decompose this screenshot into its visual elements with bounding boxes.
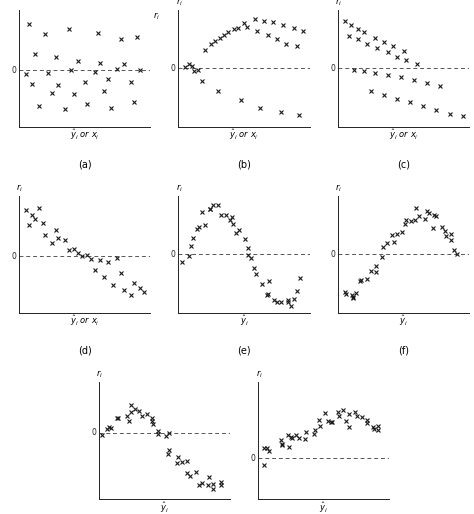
Text: $r_i$: $r_i$ [176,182,183,194]
Text: 0: 0 [171,250,176,259]
Text: $r_i$: $r_i$ [336,0,342,8]
X-axis label: $\hat{y}_i$ or $x_i$: $\hat{y}_i$ or $x_i$ [70,314,100,328]
Text: (e): (e) [237,345,251,355]
Text: 0: 0 [11,252,16,261]
Text: (d): (d) [78,345,91,355]
Text: $r_i$: $r_i$ [176,0,183,8]
X-axis label: $\hat{y}_i$: $\hat{y}_i$ [319,500,328,514]
X-axis label: $\hat{y}_i$ or $x_i$: $\hat{y}_i$ or $x_i$ [229,128,259,142]
Text: 0: 0 [330,64,336,73]
Text: $r_i$: $r_i$ [153,10,160,22]
X-axis label: $\hat{y}_i$: $\hat{y}_i$ [160,500,169,514]
Text: (a): (a) [78,159,91,169]
X-axis label: $\hat{y}_i$: $\hat{y}_i$ [399,314,408,328]
Text: $r_i$: $r_i$ [96,369,103,380]
X-axis label: $\hat{y}_i$: $\hat{y}_i$ [240,314,248,328]
Text: 0: 0 [330,250,336,259]
Text: 0: 0 [11,66,16,75]
Text: $r_i$: $r_i$ [336,182,342,194]
Text: (f): (f) [398,345,409,355]
Text: (b): (b) [237,159,251,169]
Text: (c): (c) [397,159,410,169]
Text: $r_i$: $r_i$ [16,182,23,194]
Text: 0: 0 [251,454,255,463]
Text: $r_i$: $r_i$ [255,369,263,380]
Text: 0: 0 [91,428,96,437]
X-axis label: $\hat{y}_i$ or $x_i$: $\hat{y}_i$ or $x_i$ [389,128,419,142]
Text: 0: 0 [171,64,176,73]
X-axis label: $\hat{y}_i$ or $x_i$: $\hat{y}_i$ or $x_i$ [70,128,100,142]
